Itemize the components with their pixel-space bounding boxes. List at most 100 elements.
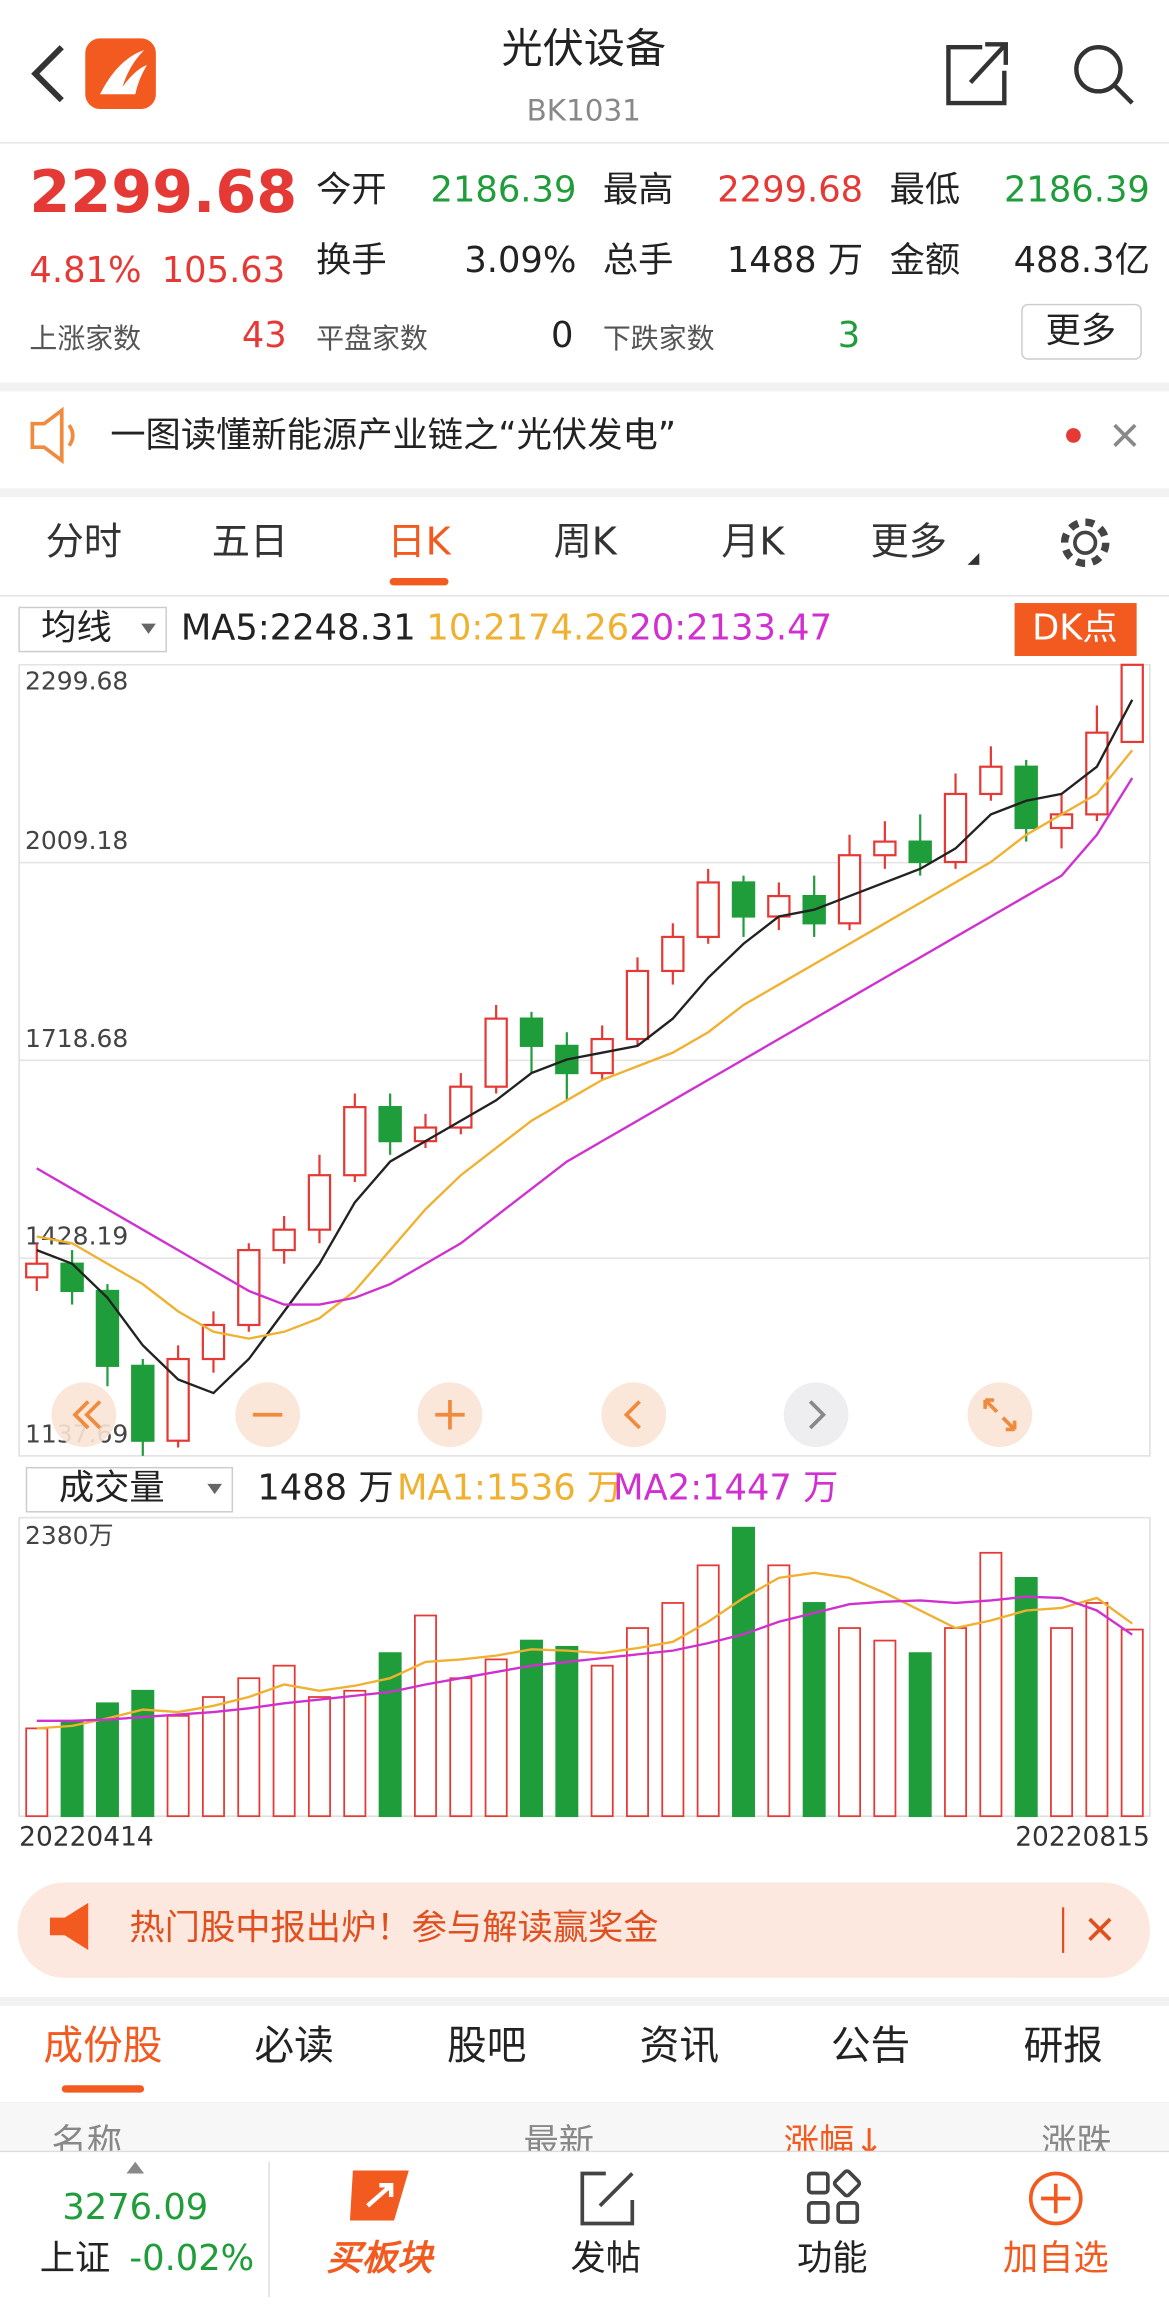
period-tab[interactable]: 分时 bbox=[46, 521, 122, 565]
volume-bar bbox=[414, 1614, 437, 1818]
index-change: -0.02% bbox=[129, 2238, 254, 2279]
ma-select[interactable] bbox=[18, 606, 167, 653]
more-button[interactable] bbox=[1021, 303, 1142, 360]
field-value: 2186.39 bbox=[431, 169, 577, 210]
scroll-right[interactable] bbox=[783, 1382, 849, 1448]
banner[interactable] bbox=[17, 1882, 1150, 1978]
candle-body bbox=[201, 1323, 226, 1361]
candle-body bbox=[95, 1289, 120, 1367]
volume-bar bbox=[1014, 1576, 1038, 1818]
y-tick-label: 2380万 bbox=[25, 1521, 114, 1550]
period-tab[interactable]: 五日 bbox=[212, 521, 288, 565]
candle-body bbox=[661, 935, 685, 973]
title: 光伏设备 bbox=[501, 25, 666, 73]
section-tab-active[interactable]: 成份股 bbox=[43, 2023, 162, 2069]
footer-item[interactable]: 加自选 bbox=[1003, 2238, 1109, 2279]
footer-item[interactable]: 买板块 bbox=[326, 2238, 435, 2279]
dropdown-arrow bbox=[207, 1483, 223, 1495]
unread-dot bbox=[1066, 428, 1081, 443]
change: 105.63 bbox=[162, 250, 285, 291]
breadth-value: 3 bbox=[838, 315, 860, 356]
field-value: 2299.68 bbox=[717, 169, 863, 210]
dk-button[interactable] bbox=[1014, 603, 1137, 656]
close-notice[interactable] bbox=[1113, 423, 1137, 448]
candle-body bbox=[1014, 765, 1038, 830]
volume-bar bbox=[1120, 1628, 1144, 1818]
candle-body bbox=[25, 1262, 49, 1279]
fullscreen[interactable] bbox=[967, 1382, 1033, 1448]
volume-bar bbox=[908, 1652, 932, 1818]
legend-entry: 20:2133.47 bbox=[629, 608, 832, 649]
share-button[interactable] bbox=[946, 42, 1008, 106]
candle-body bbox=[873, 840, 897, 857]
candle-body bbox=[60, 1262, 84, 1293]
footer-item[interactable]: 发帖 bbox=[571, 2238, 642, 2279]
icon bbox=[72, 1400, 102, 1430]
period-tab[interactable]: 月K bbox=[721, 521, 785, 565]
candle-body bbox=[343, 1106, 367, 1177]
back-button[interactable] bbox=[31, 45, 64, 103]
dk-label: DK点 bbox=[1032, 608, 1118, 649]
period-tab[interactable]: 更多 bbox=[871, 521, 947, 565]
search-button[interactable] bbox=[1074, 45, 1134, 105]
period-tab-active[interactable]: 日K bbox=[387, 521, 451, 565]
volume-bar bbox=[60, 1721, 84, 1818]
candle-body bbox=[625, 969, 650, 1041]
volume-bar bbox=[873, 1639, 897, 1818]
volume-bar bbox=[696, 1564, 720, 1818]
field-value: 2186.39 bbox=[1004, 169, 1150, 210]
y-tick-label: 2299.68 bbox=[25, 666, 128, 695]
field-label: 今开 bbox=[316, 169, 387, 210]
notice[interactable]: 一图读懂新能源产业链之“光伏发电” bbox=[110, 415, 676, 456]
candle-body bbox=[413, 1126, 438, 1143]
footer-item[interactable]: 功能 bbox=[797, 2238, 868, 2279]
volume-bar bbox=[484, 1658, 508, 1818]
candle-body bbox=[590, 1037, 614, 1075]
field-label: 最低 bbox=[890, 169, 961, 210]
candle-body bbox=[484, 1017, 508, 1088]
volume-select-label: 成交量 bbox=[59, 1468, 165, 1509]
volume-bar bbox=[1050, 1627, 1074, 1818]
volume-bar bbox=[767, 1564, 791, 1818]
breadth-label: 下跌家数 bbox=[603, 322, 715, 355]
volume-bar bbox=[838, 1627, 862, 1818]
candle-body bbox=[272, 1228, 296, 1252]
section-tab[interactable]: 资讯 bbox=[640, 2023, 719, 2069]
volume-bar bbox=[25, 1727, 49, 1818]
volume-current: 1488 万 bbox=[257, 1468, 393, 1509]
function-icon bbox=[806, 2169, 862, 2224]
scroll-start[interactable] bbox=[51, 1382, 117, 1448]
buy-icon-arrow bbox=[366, 2183, 394, 2208]
section-tab[interactable]: 必读 bbox=[254, 2023, 333, 2069]
candle-body bbox=[731, 881, 756, 918]
breadth-value: 43 bbox=[242, 315, 287, 356]
candle-body bbox=[943, 792, 968, 864]
volume-select[interactable] bbox=[25, 1466, 234, 1513]
volume-bar bbox=[237, 1677, 261, 1818]
volume-bar bbox=[661, 1602, 685, 1818]
candle-body bbox=[131, 1364, 155, 1442]
period-tab[interactable]: 周K bbox=[554, 521, 618, 565]
section-tab[interactable]: 股吧 bbox=[447, 2023, 526, 2069]
volume-bar bbox=[166, 1714, 190, 1818]
candle-body bbox=[908, 840, 932, 864]
volume-bar bbox=[979, 1551, 1003, 1818]
x-label: 20220815 bbox=[1015, 1822, 1150, 1853]
candle-body bbox=[767, 894, 791, 918]
section-tab[interactable]: 公告 bbox=[831, 2023, 910, 2069]
expand-arrow[interactable] bbox=[126, 2161, 145, 2174]
candle-body bbox=[237, 1248, 261, 1327]
scroll-left[interactable] bbox=[601, 1382, 667, 1448]
x-label: 20220414 bbox=[19, 1822, 154, 1853]
more-label: 更多 bbox=[1045, 310, 1116, 351]
close-banner[interactable] bbox=[1088, 1917, 1112, 1941]
volume-bar bbox=[449, 1677, 473, 1818]
volume-bar bbox=[343, 1689, 367, 1818]
section-tab[interactable]: 研报 bbox=[1023, 2023, 1102, 2069]
breadth-label: 上涨家数 bbox=[29, 322, 141, 355]
plots: 2299.682009.181718.681428.191137.69MA5:2… bbox=[19, 608, 1150, 1853]
band bbox=[0, 382, 1169, 392]
